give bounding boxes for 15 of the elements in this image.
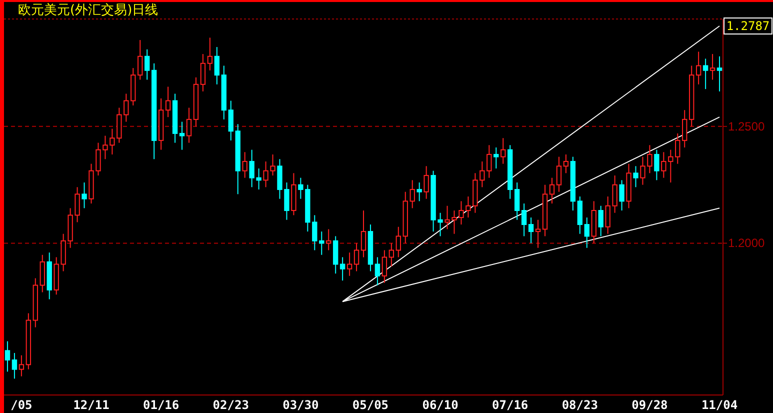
x-tick-label: 02/23 [212, 398, 249, 412]
x-tick-label: 05/05 [352, 398, 389, 412]
y-tick-label: 1.2000 [728, 236, 766, 250]
y-tick-label: 1.2500 [728, 119, 766, 134]
text: 1.2787 [726, 19, 770, 33]
x-tick-label: 03/30 [282, 398, 319, 412]
x-tick-label: 07/16 [492, 398, 528, 412]
x-tick-label: 01/16 [143, 398, 180, 412]
x-tick-label: 12/11 [73, 398, 110, 412]
x-tick-label: 11/04 [701, 398, 738, 412]
chart-title: 欧元美元(外汇交易)日线 [18, 2, 158, 18]
x-tick-label: 08/23 [562, 398, 598, 412]
x-tick-label: 09/28 [632, 398, 668, 412]
x-tick-label: /05 [10, 398, 32, 412]
x-tick-label: 06/10 [422, 398, 458, 412]
